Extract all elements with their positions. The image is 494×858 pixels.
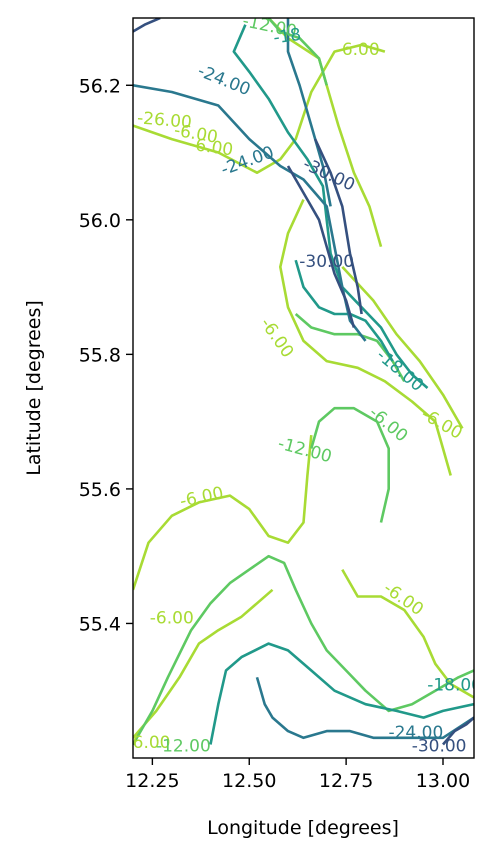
y-tick-label: 56.2 xyxy=(79,75,121,97)
contour-label-2: -6.00 xyxy=(336,40,380,60)
contour-label-9: -30.00 xyxy=(299,252,354,272)
contour-label-14: -12.00 xyxy=(276,434,334,468)
contour-labels: -12.00-18-6.00-24.00-26.00-6.00-6.00-24.… xyxy=(127,18,482,756)
contour-line-16 xyxy=(286,18,332,207)
x-tick-label: 12.25 xyxy=(125,770,179,792)
contour-label-16: -6.00 xyxy=(380,578,428,620)
contour-line-13 xyxy=(294,259,394,362)
contour-label-22: -12.00 xyxy=(156,736,211,756)
plot-frame xyxy=(132,17,475,759)
contour-line-10 xyxy=(267,18,328,86)
y-axis-title: Latitude [degrees] xyxy=(23,300,45,476)
contour-line-12 xyxy=(209,642,474,745)
contour-label-17: -6.00 xyxy=(150,609,194,629)
contour-label-19: -24.00 xyxy=(388,723,443,743)
x-tick-label: 13.00 xyxy=(416,770,470,792)
contour-label-18: -18.00 xyxy=(427,676,482,696)
contour-line-0 xyxy=(133,43,386,174)
x-axis-title: Longitude [degrees] xyxy=(207,817,399,839)
contour-line-1 xyxy=(267,18,383,248)
contour-line-15 xyxy=(255,676,474,740)
contour-line-11 xyxy=(232,24,429,389)
y-axis: 55.4 55.6 55.8 56.0 56.2 xyxy=(79,75,133,635)
contour-line-18 xyxy=(313,138,363,315)
contour-line-6 xyxy=(133,588,274,739)
contour-line-7 xyxy=(133,554,474,746)
contour-label-11: -18.00 xyxy=(372,345,427,396)
x-axis: 12.25 12.50 12.75 13.00 xyxy=(125,758,470,792)
contour-line-3 xyxy=(341,266,464,430)
contour-line-2 xyxy=(278,199,452,476)
contour-line-4 xyxy=(133,434,313,591)
y-tick-label: 56.0 xyxy=(79,210,121,232)
contour-line-8 xyxy=(310,406,391,523)
y-tick-label: 55.8 xyxy=(79,344,121,366)
x-tick-label: 12.75 xyxy=(319,770,373,792)
contour-label-4: -26.00 xyxy=(136,108,192,133)
contour-label-13: -6.00 xyxy=(365,403,412,447)
contour-line-17 xyxy=(286,165,356,328)
contour-lines xyxy=(133,18,474,746)
y-tick-label: 55.6 xyxy=(79,479,121,501)
contour-label-1: -18 xyxy=(272,25,302,49)
y-tick-label: 55.4 xyxy=(79,613,121,635)
x-tick-label: 12.50 xyxy=(222,770,276,792)
contour-line-20 xyxy=(133,18,161,33)
contour-label-10: -6.00 xyxy=(256,314,298,362)
contour-label-12: -6.00 xyxy=(418,404,466,443)
contour-line-5 xyxy=(341,568,474,699)
contour-label-20: -30.00 xyxy=(412,736,467,756)
contour-label-6: -6.00 xyxy=(188,135,234,161)
contour-label-21: -6.00 xyxy=(127,733,171,753)
contour-label-15: -6.00 xyxy=(178,483,225,512)
contour-line-19 xyxy=(442,716,474,746)
